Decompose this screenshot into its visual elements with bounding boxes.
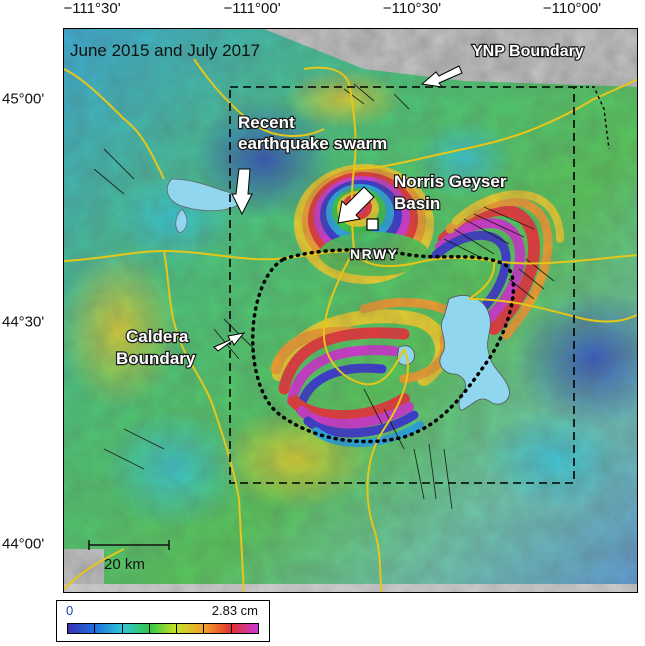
norris-label-line1: Norris Geyser xyxy=(394,172,507,191)
lat-tick-1: 45°00' xyxy=(2,90,45,108)
lat-tick-2: 44°30' xyxy=(2,313,45,331)
yellowstone-lake xyxy=(439,295,510,411)
colorbar-segment xyxy=(122,624,150,633)
scale-bar: 20 km xyxy=(88,540,170,573)
caldera-arrow xyxy=(213,332,246,352)
colorbar-max-label: 2.83 cm xyxy=(211,603,258,618)
map-title: June 2015 and July 2017 xyxy=(70,41,260,60)
caldera-label-line1: Caldera xyxy=(126,327,189,346)
lon-tick-2: −111°00' xyxy=(223,0,281,17)
ynp-boundary-label: YNP Boundary xyxy=(472,43,584,60)
hebgen-lake xyxy=(166,178,241,211)
nrwy-station-marker[interactable] xyxy=(366,218,379,231)
scale-bar-label: 20 km xyxy=(104,556,145,573)
colorbar-segment xyxy=(204,624,232,633)
ynp-boundary-line xyxy=(229,86,575,484)
caldera-boundary-line xyxy=(250,248,516,444)
annotation-arrows xyxy=(213,65,463,352)
colorbar-segment xyxy=(149,624,178,633)
insar-map[interactable]: June 2015 and July 2017 YNP Boundary Rec… xyxy=(63,28,638,593)
swarm-label-line2: earthquake swarm xyxy=(238,134,387,153)
ynp-arrow xyxy=(420,65,463,88)
lat-tick-3: 44°00' xyxy=(2,535,45,553)
colorbar-min-label: 0 xyxy=(66,603,74,618)
lon-tick-3: −110°30' xyxy=(382,0,442,17)
caldera-label-line2: Boundary xyxy=(116,349,196,368)
colorbar-segment xyxy=(68,624,96,633)
norris-label-line2: Basin xyxy=(394,194,440,213)
lon-tick-4: −110°00' xyxy=(542,0,602,17)
colorbar-segment xyxy=(95,624,123,633)
colorbar-segment xyxy=(177,624,205,633)
colorbar-segment xyxy=(231,624,258,633)
colorbar-ramp xyxy=(67,623,259,634)
lon-tick-1: −111°30' xyxy=(63,0,121,17)
nrwy-label: NRWY xyxy=(350,246,399,262)
norris-arrow xyxy=(337,186,375,224)
swarm-label-line1: Recent xyxy=(238,113,295,132)
colorbar-legend: 0 2.83 cm xyxy=(56,600,270,642)
swarm-arrow xyxy=(231,168,253,216)
interferogram-swath xyxy=(64,29,637,584)
